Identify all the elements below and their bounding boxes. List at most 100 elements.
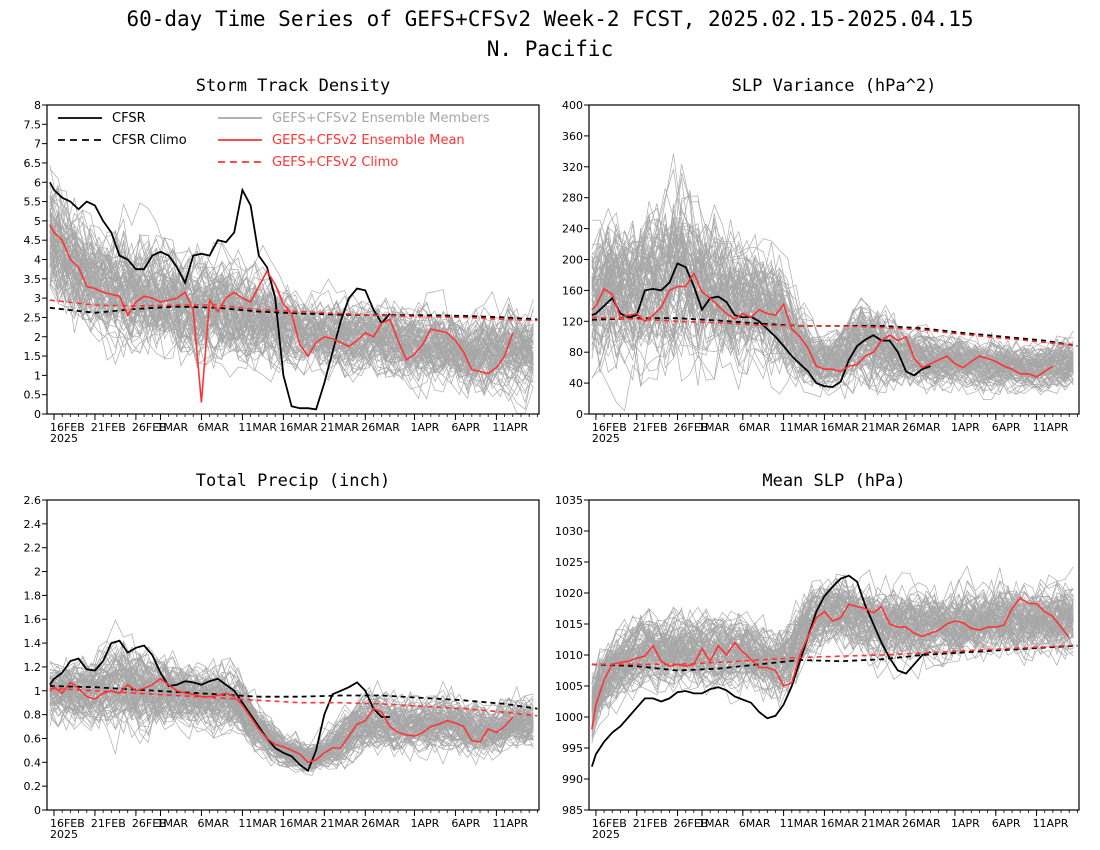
x-tick-label: 16FEB: [592, 817, 627, 830]
plot-frame: [46, 499, 540, 811]
y-tick-label: 2: [34, 566, 41, 579]
y-tick-label: 4.5: [24, 234, 42, 247]
x-tick-label: 16FEB: [50, 421, 85, 434]
member-line: [591, 274, 1074, 395]
y-tick-label: 400: [562, 99, 583, 112]
y-tick-label: 3: [34, 292, 41, 305]
y-tick-label: 2: [34, 331, 41, 344]
member-line: [49, 662, 534, 755]
y-tick-label: 1.8: [24, 589, 42, 602]
x-tick-label: 21FEB: [91, 817, 126, 830]
member-line: [591, 262, 1074, 391]
x-tick-label: 6MAR: [739, 421, 771, 434]
figure-title: 60-day Time Series of GEFS+CFSv2 Week-2 …: [126, 7, 973, 31]
y-tick-label: 2.2: [24, 542, 42, 555]
x-tick-label: 26FEB: [132, 421, 167, 434]
member-line: [591, 249, 1074, 376]
y-tick-label: 5.5: [24, 196, 42, 209]
x-tick-label: 21MAR: [861, 421, 900, 434]
member-line: [591, 231, 1074, 381]
x-tick-label: 6APR: [451, 421, 480, 434]
y-tick-label: 3.5: [24, 273, 42, 286]
x-tick-label: 26MAR: [902, 421, 941, 434]
series-gefs-cfsv2-climo: [591, 316, 1078, 347]
legend-item: GEFS+CFSv2 Ensemble Mean: [218, 133, 465, 148]
legend-label: CFSR Climo: [112, 133, 187, 148]
y-tick-label: 990: [562, 773, 583, 786]
x-tick-label: 1MAR: [156, 421, 188, 434]
x-tick-label: 1APR: [410, 817, 439, 830]
x-tick-label: 11APR: [1033, 817, 1069, 830]
y-tick-label: 1020: [555, 587, 583, 600]
y-tick-label: 0: [576, 408, 583, 421]
member-line: [591, 599, 1074, 715]
member-line: [591, 595, 1074, 698]
y-tick-label: 160: [562, 284, 583, 297]
series-gefs-cfsv2-ensemble-mean: [591, 596, 1070, 730]
x-tick-label: 1APR: [410, 421, 439, 434]
y-tick-label: 80: [569, 346, 583, 359]
member-line: [591, 261, 1074, 387]
panel-title: Mean SLP (hPa): [762, 471, 905, 491]
x-tick-label: 26FEB: [674, 421, 709, 434]
member-line: [591, 266, 1074, 372]
legend-label: GEFS+CFSv2 Ensemble Mean: [272, 133, 465, 148]
legend-item: CFSR: [58, 111, 146, 126]
series-gefs-cfsv2-climo: [49, 299, 538, 322]
x-tick-label: 6APR: [451, 817, 480, 830]
x-tick-label: 21MAR: [320, 421, 359, 434]
x-tick-label: 11APR: [492, 817, 528, 830]
y-tick-label: 120: [562, 315, 583, 328]
member-line: [49, 675, 534, 777]
member-line: [591, 579, 1074, 711]
member-line: [591, 163, 1074, 365]
member-line: [591, 253, 1074, 392]
y-tick-label: 1035: [555, 494, 583, 507]
legend-item: GEFS+CFSv2 Climo: [218, 155, 398, 170]
member-line: [591, 218, 1074, 377]
x-tick-label: 26MAR: [361, 817, 400, 830]
member-line: [591, 223, 1074, 382]
series-gefs-cfsv2-climo: [591, 644, 1078, 666]
x-tick-label: 11APR: [492, 421, 528, 434]
y-tick-label: 985: [562, 804, 583, 817]
x-year-label: 2025: [50, 828, 78, 841]
y-tick-label: 200: [562, 254, 583, 267]
x-tick-label: 1APR: [951, 421, 980, 434]
member-line: [49, 217, 534, 361]
member-line: [591, 598, 1074, 698]
x-year-label: 2025: [50, 432, 78, 445]
legend-item: GEFS+CFSv2 Ensemble Members: [218, 111, 490, 126]
x-tick-label: 11MAR: [238, 817, 277, 830]
member-line: [591, 595, 1074, 699]
x-tick-label: 21FEB: [91, 421, 126, 434]
member-line: [591, 213, 1074, 372]
y-tick-label: 8: [34, 99, 41, 112]
x-tick-label: 16MAR: [279, 421, 318, 434]
x-tick-label: 21MAR: [320, 817, 359, 830]
y-tick-label: 1025: [555, 556, 583, 569]
y-tick-label: 320: [562, 161, 583, 174]
series-cfsr: [49, 639, 390, 773]
y-tick-label: 0.5: [24, 389, 42, 402]
member-line: [49, 219, 534, 383]
x-tick-label: 16MAR: [279, 817, 318, 830]
y-tick-label: 2.6: [24, 494, 42, 507]
y-tick-label: 7.5: [24, 118, 42, 131]
x-tick-label: 6MAR: [197, 817, 229, 830]
panels: Storm Track Density 0 0.5 1 1.5 2 2.5 3 3.5 4 4.5 5…: [24, 76, 1080, 841]
x-tick-label: 6MAR: [739, 817, 771, 830]
x-tick-label: 1MAR: [156, 817, 188, 830]
series-lines: [591, 262, 1078, 388]
x-year-label: 2025: [592, 432, 620, 445]
series-cfsr-climo: [591, 317, 1078, 347]
figure-subtitle-region: N. Pacific: [487, 37, 613, 61]
series-cfsr: [591, 262, 931, 388]
y-tick-label: 1.6: [24, 613, 42, 626]
member-line: [591, 590, 1074, 692]
series-cfsr: [49, 181, 391, 411]
x-tick-label: 11MAR: [780, 817, 819, 830]
y-tick-label: 6: [34, 176, 41, 189]
member-line: [49, 685, 534, 768]
x-tick-label: 11MAR: [238, 421, 277, 434]
